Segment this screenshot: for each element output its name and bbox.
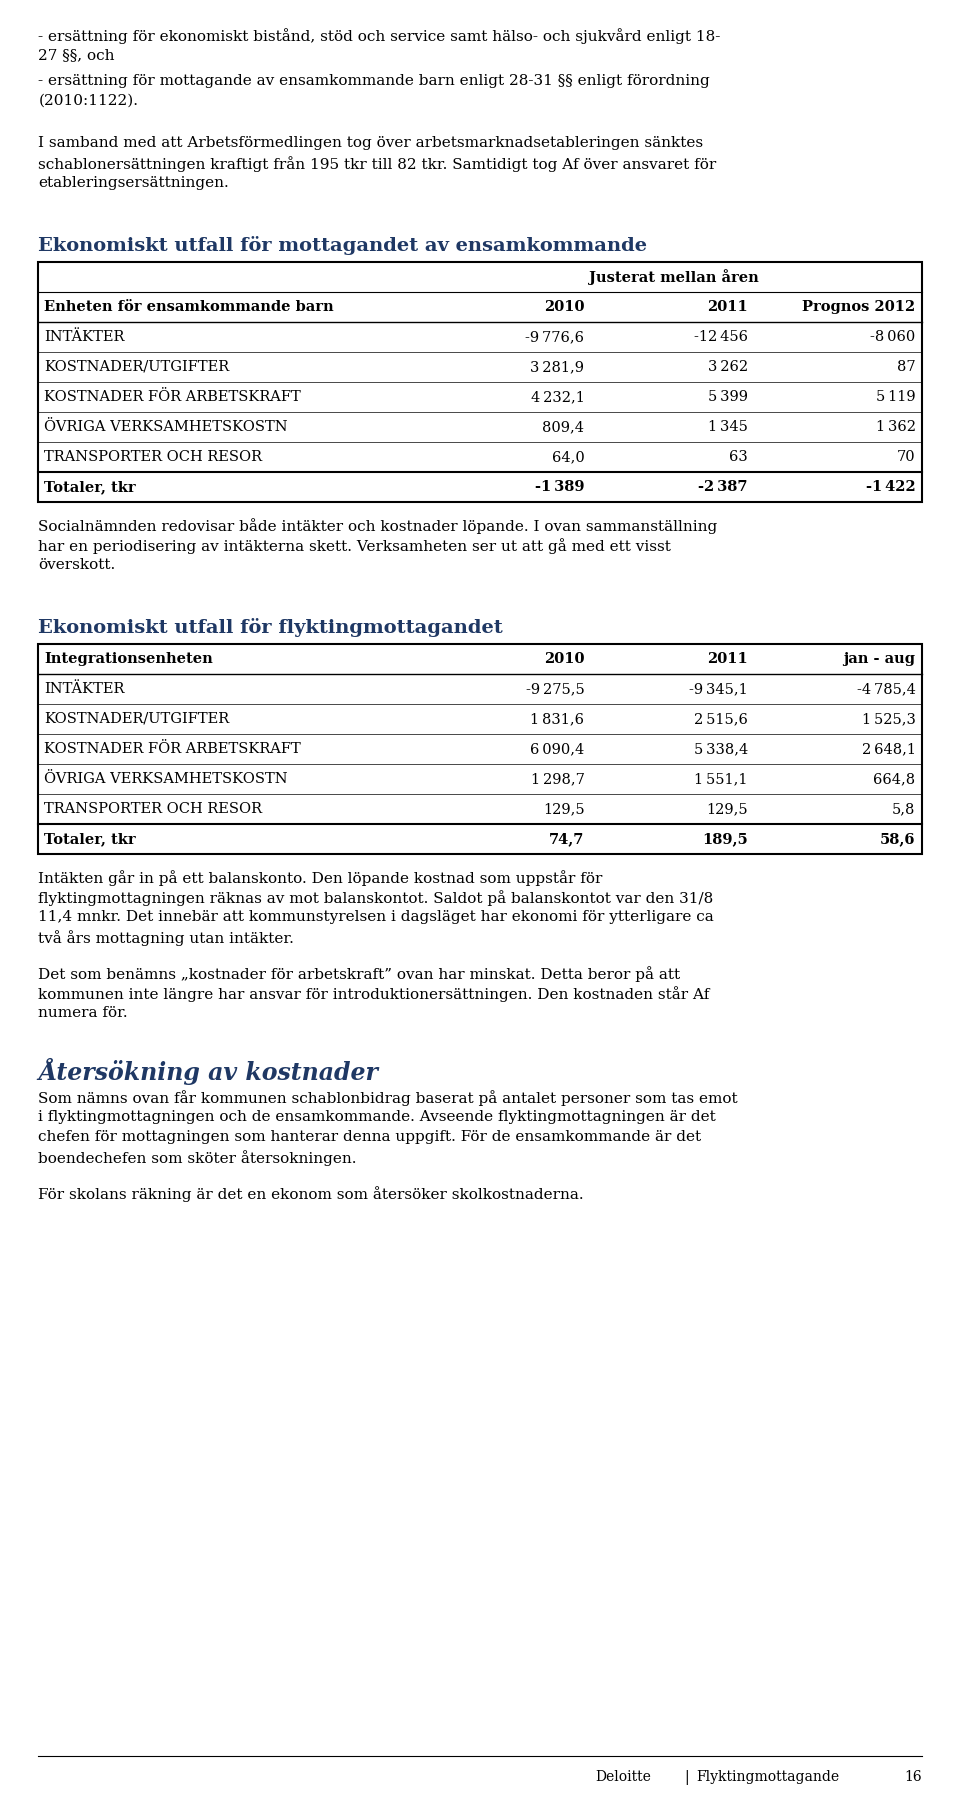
Text: - ersättning för mottagande av ensamkommande barn enligt 28-31 §§ enligt förordn: - ersättning för mottagande av ensamkomm… xyxy=(38,74,710,88)
Text: 11,4 mnkr. Det innebär att kommunstyrelsen i dagsläget har ekonomi för ytterliga: 11,4 mnkr. Det innebär att kommunstyrels… xyxy=(38,910,714,924)
Text: 6 090,4: 6 090,4 xyxy=(530,743,585,755)
Text: -2 387: -2 387 xyxy=(698,480,748,494)
Text: Totaler, tkr: Totaler, tkr xyxy=(44,832,136,847)
Text: 2011: 2011 xyxy=(708,300,748,315)
Text: -1 389: -1 389 xyxy=(535,480,585,494)
Text: |: | xyxy=(684,1769,688,1785)
Text: 74,7: 74,7 xyxy=(549,832,585,847)
Text: INTÄKTER: INTÄKTER xyxy=(44,331,125,343)
Text: ÖVRIGA VERKSAMHETSKOSTN: ÖVRIGA VERKSAMHETSKOSTN xyxy=(44,421,288,433)
Text: 58,6: 58,6 xyxy=(880,832,916,847)
Text: 3 281,9: 3 281,9 xyxy=(530,360,585,374)
Text: numera för.: numera för. xyxy=(38,1007,128,1019)
Text: kommunen inte längre har ansvar för introduktionersättningen. Den kostnaden står: kommunen inte längre har ansvar för intr… xyxy=(38,985,709,1001)
Text: 1 298,7: 1 298,7 xyxy=(531,771,585,786)
Text: INTÄKTER: INTÄKTER xyxy=(44,681,125,696)
Text: boendechefen som sköter återsokningen.: boendechefen som sköter återsokningen. xyxy=(38,1151,357,1165)
Text: 129,5: 129,5 xyxy=(707,802,748,816)
Text: 1 362: 1 362 xyxy=(876,421,916,433)
Text: Ekonomiskt utfall för flyktingmottagandet: Ekonomiskt utfall för flyktingmottagande… xyxy=(38,619,503,636)
Text: -1 422: -1 422 xyxy=(866,480,916,494)
Text: 189,5: 189,5 xyxy=(702,832,748,847)
Bar xyxy=(38,644,922,854)
Text: 70: 70 xyxy=(897,450,916,464)
Text: 27 §§, och: 27 §§, och xyxy=(38,49,115,61)
Text: TRANSPORTER OCH RESOR: TRANSPORTER OCH RESOR xyxy=(44,450,262,464)
Text: 1 831,6: 1 831,6 xyxy=(530,712,585,726)
Text: 5 119: 5 119 xyxy=(876,390,916,405)
Text: -12 456: -12 456 xyxy=(694,331,748,343)
Text: (2010:1122).: (2010:1122). xyxy=(38,93,138,108)
Text: 5 338,4: 5 338,4 xyxy=(693,743,748,755)
Text: TRANSPORTER OCH RESOR: TRANSPORTER OCH RESOR xyxy=(44,802,262,816)
Text: har en periodisering av intäkterna skett. Verksamheten ser ut att gå med ett vis: har en periodisering av intäkterna skett… xyxy=(38,538,671,554)
Text: 4 232,1: 4 232,1 xyxy=(531,390,585,405)
Text: 87: 87 xyxy=(897,360,916,374)
Text: 2 515,6: 2 515,6 xyxy=(694,712,748,726)
Text: överskott.: överskott. xyxy=(38,557,115,572)
Text: 2010: 2010 xyxy=(544,653,585,665)
Text: Intäkten går in på ett balanskonto. Den löpande kostnad som uppstår för: Intäkten går in på ett balanskonto. Den … xyxy=(38,870,603,886)
Text: schablonersättningen kraftigt från 195 tkr till 82 tkr. Samtidigt tog Af över an: schablonersättningen kraftigt från 195 t… xyxy=(38,156,717,173)
Text: 63: 63 xyxy=(729,450,748,464)
Text: -9 776,6: -9 776,6 xyxy=(525,331,585,343)
Text: Som nämns ovan får kommunen schablonbidrag baserat på antalet personer som tas e: Som nämns ovan får kommunen schablonbidr… xyxy=(38,1090,738,1106)
Text: Socialnämnden redovisar både intäkter och kostnader löpande. I ovan sammanställn: Socialnämnden redovisar både intäkter oc… xyxy=(38,518,718,534)
Text: 5 399: 5 399 xyxy=(708,390,748,405)
Text: - ersättning för ekonomiskt bistånd, stöd och service samt hälso- och sjukvård e: - ersättning för ekonomiskt bistånd, stö… xyxy=(38,29,721,43)
Text: -9 345,1: -9 345,1 xyxy=(689,681,748,696)
Text: Det som benämns „kostnader för arbetskraft” ovan har minskat. Detta beror på att: Det som benämns „kostnader för arbetskra… xyxy=(38,966,681,982)
Text: KOSTNADER FÖR ARBETSKRAFT: KOSTNADER FÖR ARBETSKRAFT xyxy=(44,390,301,405)
Bar xyxy=(38,263,922,502)
Text: Flyktingmottagande: Flyktingmottagande xyxy=(696,1769,839,1784)
Text: -9 275,5: -9 275,5 xyxy=(526,681,585,696)
Text: Totaler, tkr: Totaler, tkr xyxy=(44,480,136,494)
Text: 1 551,1: 1 551,1 xyxy=(694,771,748,786)
Text: I samband med att Arbetsförmedlingen tog över arbetsmarknadsetableringen sänktes: I samband med att Arbetsförmedlingen tog… xyxy=(38,137,704,149)
Text: chefen för mottagningen som hanterar denna uppgift. För de ensamkommande är det: chefen för mottagningen som hanterar den… xyxy=(38,1129,702,1144)
Text: Prognos 2012: Prognos 2012 xyxy=(803,300,916,315)
Text: Enheten för ensamkommande barn: Enheten för ensamkommande barn xyxy=(44,300,334,315)
Text: 1 525,3: 1 525,3 xyxy=(862,712,916,726)
Text: 2010: 2010 xyxy=(544,300,585,315)
Text: Justerat mellan åren: Justerat mellan åren xyxy=(589,270,759,284)
Text: 2011: 2011 xyxy=(708,653,748,665)
Text: flyktingmottagningen räknas av mot balanskontot. Saldot på balanskontot var den : flyktingmottagningen räknas av mot balan… xyxy=(38,890,713,906)
Text: i flyktingmottagningen och de ensamkommande. Avseende flyktingmottagningen är de: i flyktingmottagningen och de ensamkomma… xyxy=(38,1109,716,1124)
Text: För skolans räkning är det en ekonom som återsöker skolkostnaderna.: För skolans räkning är det en ekonom som… xyxy=(38,1187,584,1201)
Text: etableringsersättningen.: etableringsersättningen. xyxy=(38,176,229,191)
Text: Deloitte: Deloitte xyxy=(595,1769,651,1784)
Text: Återsökning av kostnader: Återsökning av kostnader xyxy=(38,1057,378,1084)
Text: 1 345: 1 345 xyxy=(708,421,748,433)
Text: -8 060: -8 060 xyxy=(871,331,916,343)
Text: KOSTNADER FÖR ARBETSKRAFT: KOSTNADER FÖR ARBETSKRAFT xyxy=(44,743,301,755)
Text: -4 785,4: -4 785,4 xyxy=(856,681,916,696)
Text: 64,0: 64,0 xyxy=(552,450,585,464)
Text: 3 262: 3 262 xyxy=(708,360,748,374)
Text: KOSTNADER/UTGIFTER: KOSTNADER/UTGIFTER xyxy=(44,360,229,374)
Text: ÖVRIGA VERKSAMHETSKOSTN: ÖVRIGA VERKSAMHETSKOSTN xyxy=(44,771,288,786)
Text: 16: 16 xyxy=(904,1769,922,1784)
Text: Integrationsenheten: Integrationsenheten xyxy=(44,653,213,665)
Text: 664,8: 664,8 xyxy=(874,771,916,786)
Text: 2 648,1: 2 648,1 xyxy=(861,743,916,755)
Text: 129,5: 129,5 xyxy=(542,802,585,816)
Text: 809,4: 809,4 xyxy=(542,421,585,433)
Text: 5,8: 5,8 xyxy=(892,802,916,816)
Text: jan - aug: jan - aug xyxy=(844,653,916,665)
Text: Ekonomiskt utfall för mottagandet av ensamkommande: Ekonomiskt utfall för mottagandet av ens… xyxy=(38,236,647,255)
Text: två års mottagning utan intäkter.: två års mottagning utan intäkter. xyxy=(38,930,295,946)
Text: KOSTNADER/UTGIFTER: KOSTNADER/UTGIFTER xyxy=(44,712,229,726)
